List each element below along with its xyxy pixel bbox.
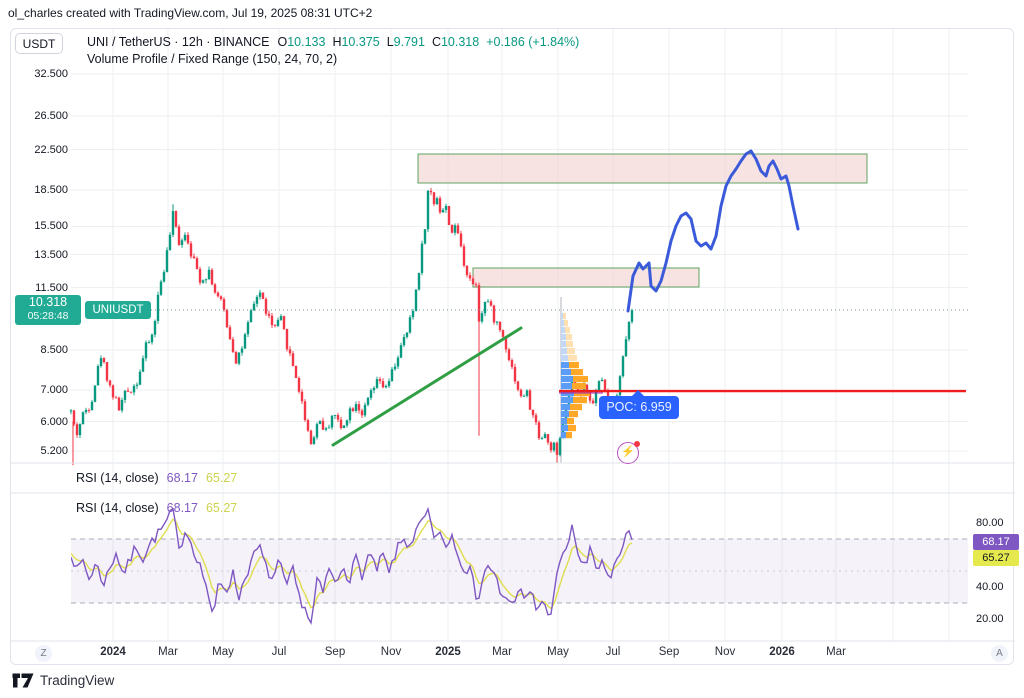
time-tick-label: Sep <box>324 646 346 658</box>
tradingview-attribution[interactable]: TradingView <box>12 673 114 688</box>
chart-widget: USDT UNI / TetherUS · 12h · BINANCE O10.1… <box>10 28 1019 666</box>
price-tick-label: 22.500 <box>34 143 68 156</box>
time-tick-label: Nov <box>714 646 736 658</box>
price-tick-label: 13.500 <box>34 248 68 261</box>
rsi-current-badge: 68.17 <box>973 534 1019 550</box>
rsi-tick-label: 20.00 <box>976 613 1004 625</box>
rsi-value: 68.17 <box>166 501 198 515</box>
poc-tooltip-label: POC: 6.959 <box>606 400 672 414</box>
rsi-pane2-legend[interactable]: RSI (14, close) 68.17 65.27 <box>76 501 237 515</box>
tradingview-logo-text: TradingView <box>40 673 115 688</box>
tradingview-logo-icon <box>12 673 34 688</box>
currency-toggle-button[interactable]: USDT <box>15 33 63 54</box>
flash-event-icon[interactable]: ⚡ <box>617 441 640 464</box>
time-tick-label: Sep <box>658 646 680 658</box>
rsi-value: 68.17 <box>166 471 198 485</box>
price-tick-label: 8.500 <box>40 343 68 356</box>
last-price-badge: 10.318 05:28:48 <box>15 295 81 325</box>
price-tick-label: 6.000 <box>40 415 68 428</box>
time-tick-label: Jul <box>271 646 287 658</box>
price-tick-label: 11.500 <box>35 281 68 294</box>
price-tick-label: 7.000 <box>40 383 68 396</box>
time-tick-label: Mar <box>158 646 178 658</box>
ohlc-o: O10.133 <box>277 35 326 49</box>
bar-countdown: 05:28:48 <box>27 310 69 322</box>
ohlc-h: H10.375 <box>332 35 380 49</box>
rsi-title: RSI (14, close) <box>76 501 159 515</box>
rsi-tick-label: 40.00 <box>976 581 1004 593</box>
timezone-button[interactable]: Z <box>35 645 52 662</box>
ohlc-values: O10.133 H10.375 L9.791 C10.318 <box>277 35 486 49</box>
price-tick-label: 15.500 <box>34 220 68 233</box>
indicator-title: Volume Profile / Fixed Range (150, 24, 7… <box>87 52 338 66</box>
price-tick-label: 32.500 <box>34 68 68 80</box>
last-price-value: 10.318 <box>28 295 68 309</box>
price-tick-label: 26.500 <box>34 109 68 122</box>
auto-scale-button[interactable]: A <box>991 645 1008 662</box>
poc-tooltip: POC: 6.959 <box>599 390 679 419</box>
rsi-ma-value: 65.27 <box>205 501 238 515</box>
rsi-ma-current-badge: 65.27 <box>973 550 1019 566</box>
time-tick-label: Jul <box>605 646 621 658</box>
time-tick-label: Mar <box>492 646 512 658</box>
price-tick-label: 18.500 <box>34 183 68 196</box>
symbol-legend-row[interactable]: UNI / TetherUS · 12h · BINANCE O10.133 H10… <box>87 34 579 51</box>
time-tick-label: 2026 <box>769 646 795 658</box>
chart-canvas[interactable] <box>11 29 1015 666</box>
credit-line: ol_charles created with TradingView.com,… <box>8 6 373 20</box>
notification-dot <box>634 441 640 447</box>
rsi-pane1-legend[interactable]: RSI (14, close) 68.17 65.27 <box>76 471 237 485</box>
ohlc-c: C10.318 <box>431 35 480 49</box>
symbol-title[interactable]: UNI / TetherUS · 12h · BINANCE <box>87 35 270 49</box>
price-tick-label: 5.200 <box>40 444 68 457</box>
symbol-price-label: UNIUSDT <box>85 301 151 319</box>
time-tick-label: May <box>212 646 234 658</box>
poc-tooltip-pointer <box>631 390 645 397</box>
price-change: +0.186 (+1.84%) <box>486 35 580 49</box>
rsi-title: RSI (14, close) <box>76 471 159 485</box>
ohlc-l: L9.791 <box>386 35 425 49</box>
time-tick-label: 2025 <box>435 646 461 658</box>
chart-legend: UNI / TetherUS · 12h · BINANCE O10.133 H10… <box>87 34 579 68</box>
time-tick-label: Mar <box>826 646 846 658</box>
indicator-legend-row[interactable]: Volume Profile / Fixed Range (150, 24, 7… <box>87 51 579 68</box>
rsi-ma-value: 65.27 <box>205 471 238 485</box>
rsi-tick-label: 80.00 <box>976 517 1004 529</box>
time-tick-label: May <box>547 646 569 658</box>
time-tick-label: Nov <box>380 646 402 658</box>
time-tick-label: 2024 <box>100 646 126 658</box>
